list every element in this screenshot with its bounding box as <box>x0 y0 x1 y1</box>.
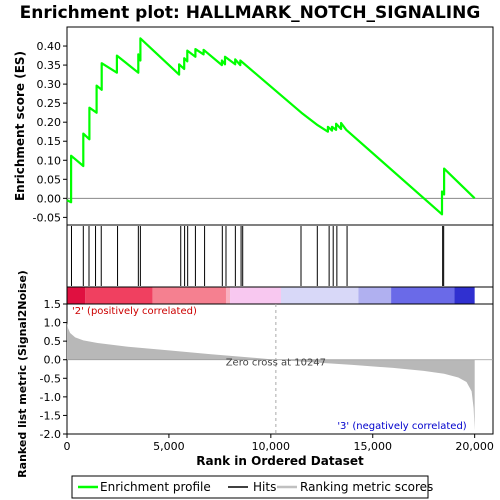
es-y-axis-label: Enrichment score (ES) <box>13 51 27 201</box>
x-axis: 0 5,000 10,000 15,000 20,000 <box>64 434 494 453</box>
legend-box <box>71 475 429 499</box>
positive-correlation-label: '2' (positively correlated) <box>72 306 197 317</box>
es-y-tick-label: 0.20 <box>37 116 62 129</box>
es-y-tick-label: 0.05 <box>37 173 62 186</box>
legend-hits-label: Hits <box>253 480 276 494</box>
metric-y-tick-label: 0.5 <box>44 335 62 348</box>
metric-y-tick-label: -1.5 <box>40 409 61 422</box>
x-tick-label: 5,000 <box>153 440 185 453</box>
metric-y-tick-label: 1.0 <box>44 317 62 330</box>
legend-enrichment-label: Enrichment profile <box>100 480 211 494</box>
es-y-tick-label: 0.10 <box>37 154 62 167</box>
color-bar-segment <box>230 287 282 304</box>
metric-y-tick-label: -1.0 <box>40 391 61 404</box>
es-y-tick-label: -0.05 <box>33 211 61 224</box>
metric-y-axis-label: Ranked list metric (Signal2Noise) <box>16 270 29 478</box>
es-y-axis: 0.40 0.35 0.30 0.25 0.20 0.15 0.10 0.05 0.00 -0.0… <box>33 40 67 224</box>
enrichment-panel-frame <box>66 26 494 226</box>
metric-y-tick-label: -0.5 <box>40 372 61 385</box>
es-y-tick-label: 0.40 <box>37 40 62 53</box>
enrichment-profile-line <box>66 37 476 216</box>
hits-panel-frame <box>66 224 494 288</box>
color-bar-segment <box>391 287 455 304</box>
color-bar-segment <box>225 287 231 304</box>
hits-marks <box>70 226 445 286</box>
es-y-tick-label: 0.25 <box>37 97 62 110</box>
x-axis-label: Rank in Ordered Dataset <box>196 454 364 468</box>
x-tick-label: 20,000 <box>455 440 494 453</box>
x-tick-label: 10,000 <box>252 440 291 453</box>
color-bar-segment <box>358 287 392 304</box>
es-y-tick-label: 0.15 <box>37 135 62 148</box>
color-bar-segment <box>281 287 359 304</box>
metric-y-axis: 1.5 1.0 0.5 0.0 -0.5 -1.0 -1.5 -2.0 <box>40 298 67 441</box>
ranked-list-color-bar <box>67 287 475 304</box>
metric-y-tick-label: 1.5 <box>44 298 62 311</box>
x-tick-label: 0 <box>64 440 71 453</box>
metric-y-tick-label: -2.0 <box>40 428 61 441</box>
negative-correlation-label: '3' (negatively correlated) <box>337 421 466 432</box>
es-y-tick-label: 0.00 <box>37 192 62 205</box>
color-bar-segment <box>454 287 475 304</box>
chart-title: Enrichment plot: HALLMARK_NOTCH_SIGNALIN… <box>20 3 481 23</box>
x-tick-label: 15,000 <box>353 440 392 453</box>
metric-y-tick-label: 0.0 <box>44 354 62 367</box>
color-bar-segment <box>152 287 226 304</box>
es-y-tick-label: 0.35 <box>37 59 62 72</box>
color-bar-segment <box>67 287 86 304</box>
es-y-tick-label: 0.30 <box>37 78 62 91</box>
color-bar-segment <box>85 287 153 304</box>
zero-cross-label: Zero cross at 10247 <box>226 358 326 369</box>
legend-metric-label: Ranking metric scores <box>300 480 433 494</box>
